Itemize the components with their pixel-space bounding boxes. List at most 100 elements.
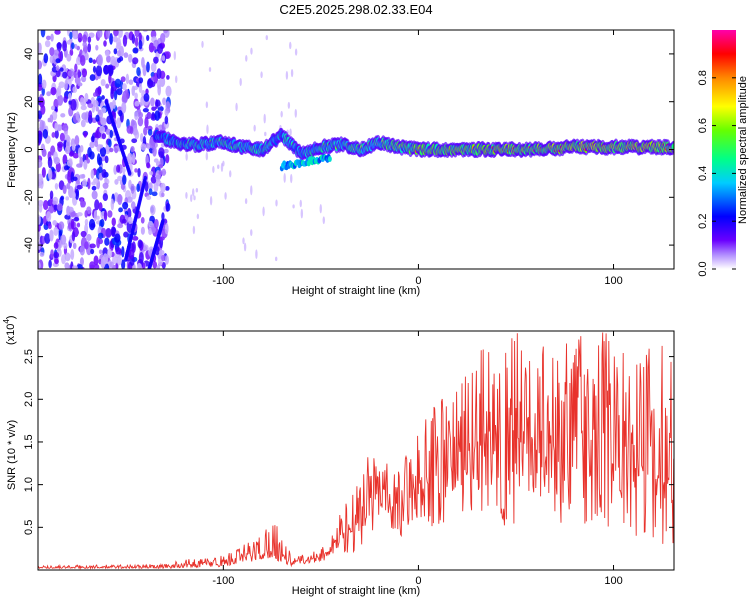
spectrogram-noise-blob <box>137 116 144 127</box>
spectrogram-noise-blob <box>165 51 171 59</box>
spectrogram-noise-blob <box>121 246 125 258</box>
spectrogram-noise-blob <box>55 161 61 173</box>
spectrogram-panel: -100 0 100 -40 -20 0 20 40 Height of straight … <box>6 29 675 297</box>
spectrogram-noise-blob <box>161 55 166 62</box>
spectrogram-noise-blob <box>82 41 88 48</box>
spectrogram-noise-blob <box>72 176 78 182</box>
spectrogram-noise-blob <box>100 218 105 228</box>
spectrogram-noise-blob <box>192 225 196 235</box>
spectrogram-noise-blob <box>164 222 169 235</box>
spectrogram-noise-blob <box>193 195 196 201</box>
spectrogram-noise-blob <box>107 248 113 259</box>
spectrogram-noise-blob <box>96 153 101 165</box>
y-tick-label: -20 <box>23 189 35 205</box>
spectrogram-noise-blob <box>59 67 64 72</box>
spectrogram-noise-blob <box>50 105 56 111</box>
spectrogram-marks <box>38 30 674 269</box>
spectrogram-noise-blob <box>81 173 86 179</box>
spectrogram-noise-blob <box>299 199 302 208</box>
spectrogram-noise-blob <box>123 52 129 58</box>
spectrogram-noise-blob <box>88 32 95 38</box>
spectrogram-noise-blob <box>92 92 97 97</box>
spectrogram-noise-blob <box>134 92 138 100</box>
spectrogram-noise-blob <box>130 183 135 195</box>
spectrogram-noise-blob <box>62 71 68 79</box>
spectrogram-noise-blob <box>41 148 47 158</box>
spectrogram-noise-blob <box>131 152 136 165</box>
x-tick-label: 0 <box>415 575 421 587</box>
spectrogram-noise-blob <box>275 199 278 207</box>
spectrogram-noise-blob <box>72 242 77 249</box>
spectrogram-noise-blob <box>56 203 63 212</box>
spectrogram-noise-blob <box>138 39 143 50</box>
spectrogram-noise-blob <box>80 119 86 128</box>
spectrogram-noise-blob <box>146 144 151 150</box>
spectrogram-noise-blob <box>289 128 292 137</box>
spectrogram-noise-blob <box>38 224 41 232</box>
spectrogram-noise-blob <box>123 231 129 238</box>
snr-x-ticks: -100 0 100 <box>212 331 623 587</box>
spectrogram-noise-blob <box>54 30 61 35</box>
spectrogram-noise-blob <box>217 164 220 169</box>
spectrogram-noise-blob <box>153 56 159 64</box>
spectrogram-noise-blob <box>64 214 71 220</box>
spectrogram-noise-blob <box>43 53 49 64</box>
spectrogram-noise-blob <box>79 257 84 266</box>
spectrogram-noise-blob <box>98 249 103 255</box>
spectrogram-noise-blob <box>165 85 172 97</box>
spectrogram-noise-blob <box>75 111 80 121</box>
spectrogram-noise-blob <box>89 74 96 82</box>
spectrogram-noise-blob <box>138 252 144 264</box>
spectrogram-noise-blob <box>146 195 152 201</box>
y-tick-label: 1.0 <box>23 477 35 492</box>
spectrogram-noise-blob <box>96 236 101 249</box>
spectrogram-noise-blob <box>319 204 322 214</box>
spectrogram-noise-blob <box>84 210 88 218</box>
spectrogram-noise-blob <box>160 182 166 193</box>
spectrogram-noise-blob <box>102 182 109 189</box>
spectrogram-noise-blob <box>157 84 162 96</box>
spectrogram-noise-blob <box>150 76 156 81</box>
spectrogram-noise-blob <box>92 65 97 73</box>
spectrogram-noise-blob <box>122 201 129 210</box>
spectrogram-noise-blob <box>54 183 59 190</box>
spectrogram-noise-blob <box>114 78 122 88</box>
spectrogram-noise-blob <box>49 114 54 123</box>
spectrogram-noise-blob <box>49 229 54 242</box>
spectrogram-noise-blob <box>62 40 67 52</box>
x-tick-label: 100 <box>604 575 622 587</box>
spectrogram-noise-blob <box>56 42 62 49</box>
spectrogram-noise-blob <box>79 245 85 256</box>
spectrogram-noise-blob <box>92 59 97 65</box>
spectrogram-noise-blob <box>98 202 103 212</box>
spectrogram-noise-blob <box>40 30 46 38</box>
spectrogram-noise-blob <box>292 204 295 209</box>
spectrogram-noise-blob <box>79 144 84 153</box>
spectrogram-noise-blob <box>53 251 60 259</box>
spectrogram-noise-blob <box>195 187 199 193</box>
spectrogram-noise-blob <box>97 232 104 239</box>
spectrogram-noise-blob <box>77 82 83 87</box>
spectrogram-noise-blob <box>190 194 193 203</box>
spectrogram-noise-blob <box>151 106 157 111</box>
spectrogram-noise-blob <box>71 231 76 242</box>
colorbar-ticks: 0.0 0.2 0.4 0.6 0.8 <box>697 70 736 277</box>
spectrogram-noise-blob <box>201 40 204 48</box>
spectrogram-noise-blob <box>132 128 139 136</box>
spectrogram-streak <box>143 175 148 181</box>
spectrogram-noise-blob <box>120 76 126 83</box>
spectrogram-noise-blob <box>116 50 122 57</box>
spectrogram-noise-blob <box>45 35 51 41</box>
spectrogram-noise-blob <box>72 152 79 159</box>
y-tick-label: 20 <box>23 96 35 108</box>
spectrogram-noise-blob <box>134 111 139 121</box>
snr-panel: -100 0 100 0.5 1.0 1.5 2.0 2.5 Height of strai… <box>2 315 675 597</box>
spectrogram-noise-blob <box>50 249 54 258</box>
spectrogram-noise-blob <box>64 252 71 262</box>
spectrogram-noise-blob <box>243 242 247 252</box>
spectrogram-noise-blob <box>94 199 100 211</box>
y-tick-label: 1.5 <box>23 434 35 449</box>
spectrogram-noise-blob <box>66 40 72 45</box>
spectrogram-noise-blob <box>114 178 119 185</box>
spectrogram-noise-blob <box>144 116 149 129</box>
